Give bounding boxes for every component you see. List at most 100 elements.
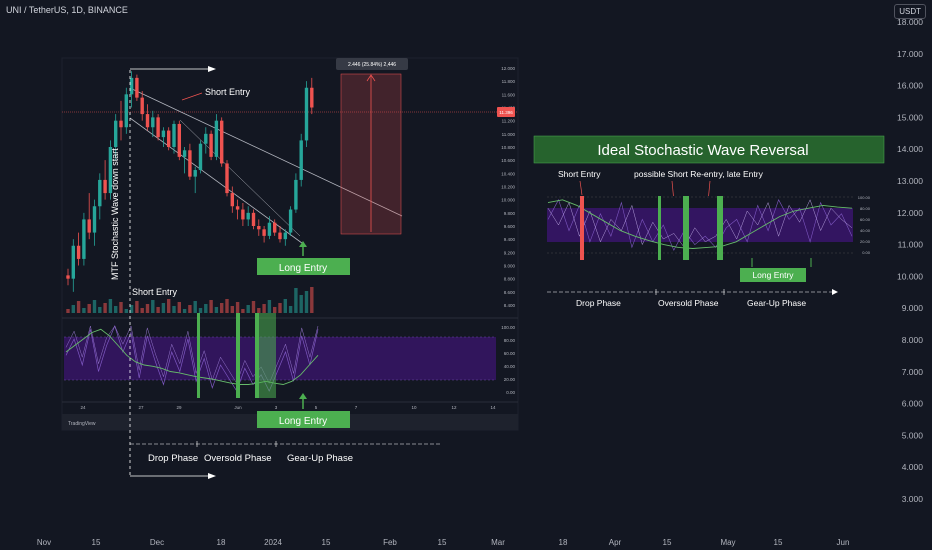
- long-entry-1-label: Long Entry: [279, 263, 327, 274]
- inner-date-tick: 14: [490, 405, 496, 410]
- volume-bar: [161, 303, 166, 313]
- volume-bar: [103, 303, 107, 313]
- volume-bar: [76, 301, 81, 313]
- bottom-axis-tick: Mar: [491, 538, 505, 547]
- ideal-green-marker-2: [683, 196, 689, 260]
- volume-bar: [235, 302, 240, 313]
- bottom-axis-tick: 18: [217, 538, 226, 547]
- long-entry-2-box: [257, 411, 350, 428]
- bottom-axis-tick: 15: [438, 538, 447, 547]
- inner-price-tick: 9.400: [504, 237, 516, 242]
- candle-body: [214, 120, 219, 157]
- ideal-long-entry-label: Long Entry: [752, 270, 794, 280]
- right-axis-tick: 14.000: [897, 144, 923, 154]
- candle-body: [182, 150, 187, 157]
- stoch-axis-tick: 60.00: [504, 351, 516, 356]
- measure-label: 2.446 (25.84%) 2,446: [348, 62, 396, 68]
- volume-bar: [124, 309, 128, 313]
- bottom-axis-tick: May: [720, 538, 735, 547]
- phase-oversold-label: Oversold Phase: [204, 453, 272, 464]
- ideal-axis-tick: 0.00: [862, 250, 871, 255]
- volume-bar: [108, 299, 113, 313]
- volume-bar: [267, 300, 272, 313]
- volume-bar: [151, 300, 155, 313]
- bottom-axis-tick: Feb: [383, 538, 397, 547]
- bottom-axis-tick: Apr: [609, 538, 622, 547]
- volume-bar: [71, 305, 75, 313]
- volume-bar: [182, 309, 187, 313]
- bottom-axis-tick: 15: [92, 538, 101, 547]
- volume-bar: [251, 301, 256, 313]
- right-axis-tick: 8.000: [902, 335, 924, 345]
- candle-body: [294, 179, 298, 210]
- inner-price-tick: 10.200: [501, 185, 515, 190]
- candle-body: [278, 232, 282, 240]
- candle-body: [283, 232, 287, 240]
- inner-price-tick: 9.600: [504, 224, 516, 229]
- candle-body: [140, 97, 144, 115]
- volume-bar: [66, 309, 70, 313]
- candle-body: [172, 123, 176, 147]
- right-axis-tick: 16.000: [897, 81, 923, 91]
- candle-body: [209, 133, 213, 157]
- bottom-axis-tick: Dec: [150, 538, 164, 547]
- ideal-title-box: [533, 135, 885, 164]
- candle-body: [304, 87, 309, 141]
- candle-body: [273, 222, 277, 233]
- candle-body: [92, 206, 97, 233]
- candle-body: [257, 226, 261, 230]
- volume-series: [66, 287, 314, 313]
- volume-bar: [310, 287, 314, 313]
- right-axis-tick: 10.000: [897, 271, 923, 281]
- phase-drop-label: Drop Phase: [148, 453, 198, 464]
- ideal-stoch-band: [547, 208, 853, 242]
- volume-bar: [230, 306, 234, 313]
- short-entry-top-label: Short Entry: [205, 87, 251, 97]
- ideal-title: Ideal Stochastic Wave Reversal: [597, 142, 808, 159]
- long-entry-2-arrowhead: [299, 393, 307, 399]
- inner-price-tick: 10.600: [501, 158, 515, 163]
- inner-price-tick: 12.000: [501, 66, 515, 71]
- long-entry-1-arrowhead: [299, 241, 307, 247]
- currency-button[interactable]: USDT: [894, 4, 926, 19]
- bottom-axis-tick: 2024: [264, 538, 282, 547]
- candle-body: [198, 143, 203, 171]
- volume-bar: [156, 307, 160, 313]
- bottom-time-axis: Nov 15 Dec 18 2024 15 Feb 15 Mar 18 Apr 15 May 15 Jun: [37, 538, 850, 547]
- volume-bar: [87, 304, 91, 313]
- inner-date-tick: 27: [138, 405, 144, 410]
- candle-body: [82, 219, 86, 259]
- right-axis-tick: 7.000: [902, 367, 924, 377]
- candle-body: [251, 212, 256, 226]
- volume-bar: [172, 306, 176, 313]
- candlestick-series: [66, 71, 314, 292]
- candle-body: [299, 140, 303, 180]
- candle-body: [267, 222, 272, 236]
- candle-body: [103, 179, 107, 194]
- inner-price-tick: 11.000: [502, 132, 516, 137]
- measure-label-bg: [336, 58, 408, 70]
- volume-bar: [262, 304, 266, 313]
- volume-bar: [82, 308, 86, 313]
- volume-bar: [246, 305, 250, 313]
- ideal-fast-line-2: [547, 199, 853, 248]
- inner-price-tick: 10.800: [501, 145, 515, 150]
- measure-arrowhead: [366, 74, 376, 82]
- candle-body: [310, 87, 314, 108]
- long-entry-1-box: [257, 258, 350, 275]
- ideal-axis-tick: 80.00: [860, 206, 871, 211]
- ideal-axis-tick: 60.00: [860, 217, 871, 222]
- candle-body: [76, 245, 81, 259]
- candle-body: [156, 117, 160, 138]
- candle-body: [225, 163, 229, 194]
- inner-price-tick: 8.400: [504, 303, 516, 308]
- channel-upper-line: [129, 87, 403, 217]
- ideal-stoch-lines: [547, 199, 853, 251]
- candle-body: [188, 150, 192, 177]
- ideal-phase-gearup: Gear-Up Phase: [747, 298, 806, 308]
- ideal-phase-arrowhead: [832, 289, 838, 295]
- ideal-short-arrow: [579, 180, 583, 196]
- right-axis-tick: 15.000: [897, 112, 923, 122]
- stoch-axis-tick: 40.00: [504, 364, 516, 369]
- bottom-axis-tick: 15: [322, 538, 331, 547]
